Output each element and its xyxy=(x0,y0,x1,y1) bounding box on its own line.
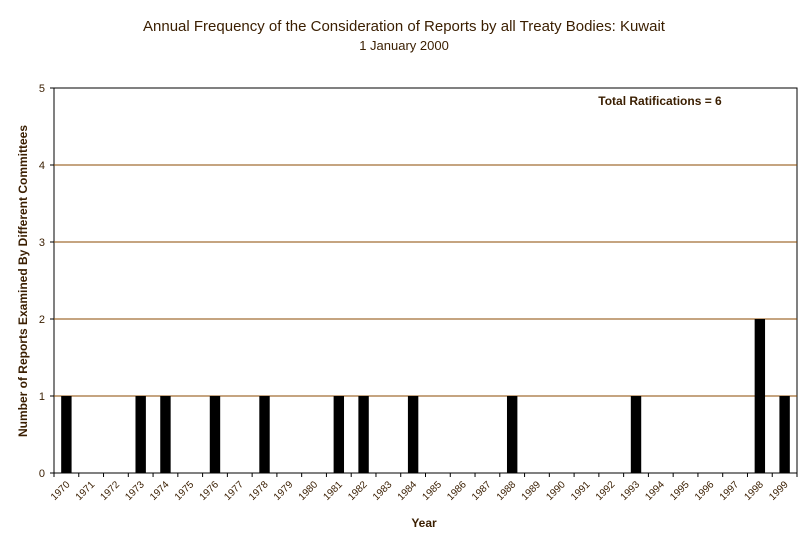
x-tick-label: 1985 xyxy=(420,479,444,503)
x-tick-label: 1980 xyxy=(297,479,321,503)
x-tick-label: 1994 xyxy=(643,479,667,503)
x-tick-label: 1979 xyxy=(272,479,296,503)
x-tick-label: 1982 xyxy=(346,479,370,503)
x-tick-label: 1983 xyxy=(371,479,395,503)
x-tick-label: 1987 xyxy=(470,479,494,503)
y-tick-label: 0 xyxy=(39,468,45,480)
x-tick-label: 1978 xyxy=(247,479,271,503)
bar xyxy=(209,396,221,473)
x-tick-label: 1992 xyxy=(594,479,618,503)
x-tick-label: 1993 xyxy=(619,479,643,503)
bars xyxy=(61,319,790,473)
x-tick-label: 1986 xyxy=(445,479,469,503)
y-tick-label: 1 xyxy=(39,391,45,403)
x-tick-label: 1977 xyxy=(222,479,246,503)
bar xyxy=(160,396,171,473)
plot-frame xyxy=(53,87,798,474)
y-tick-label: 3 xyxy=(39,237,45,249)
x-tick-label: 1973 xyxy=(123,479,147,503)
x-axis-label: Year xyxy=(411,516,437,530)
x-tick-label: 1970 xyxy=(49,479,73,503)
x-tick-label: 1990 xyxy=(544,479,568,503)
x-tick-label: 1998 xyxy=(742,479,766,503)
bar xyxy=(333,396,345,473)
x-tick-label: 1995 xyxy=(668,479,692,503)
x-tick-label: 1996 xyxy=(693,479,717,503)
x-tick-label: 1976 xyxy=(198,479,222,503)
bar xyxy=(135,396,146,473)
x-tick-label: 1981 xyxy=(321,479,345,503)
x-tick-label: 1972 xyxy=(99,479,123,503)
bar xyxy=(779,396,790,473)
x-tick-label: 1999 xyxy=(767,479,791,503)
bar xyxy=(358,396,369,473)
x-tick-label: 1971 xyxy=(74,479,98,503)
x-tick-label: 1975 xyxy=(173,479,197,503)
y-tick-label: 5 xyxy=(39,83,45,95)
y-tick-label: 4 xyxy=(39,160,45,172)
x-tick-label: 1974 xyxy=(148,479,172,503)
x-tick-label: 1997 xyxy=(718,479,742,503)
x-tick-label: 1984 xyxy=(396,479,420,503)
bar xyxy=(407,396,419,473)
bar xyxy=(754,319,766,473)
bar xyxy=(61,396,72,473)
bar xyxy=(630,396,642,473)
y-axis-label: Number of Reports Examined By Different … xyxy=(16,125,30,437)
x-tick-label: 1989 xyxy=(520,479,544,503)
bar xyxy=(259,396,270,473)
bar xyxy=(506,396,518,473)
chart-subtitle: 1 January 2000 xyxy=(359,38,449,53)
gridlines xyxy=(53,87,798,474)
x-tick-label: 1988 xyxy=(495,479,519,503)
chart-title: Annual Frequency of the Consideration of… xyxy=(143,18,665,35)
y-tick-label: 2 xyxy=(39,314,45,326)
total-ratifications-annotation: Total Ratifications = 6 xyxy=(598,94,722,108)
x-tick-label: 1991 xyxy=(569,479,593,503)
